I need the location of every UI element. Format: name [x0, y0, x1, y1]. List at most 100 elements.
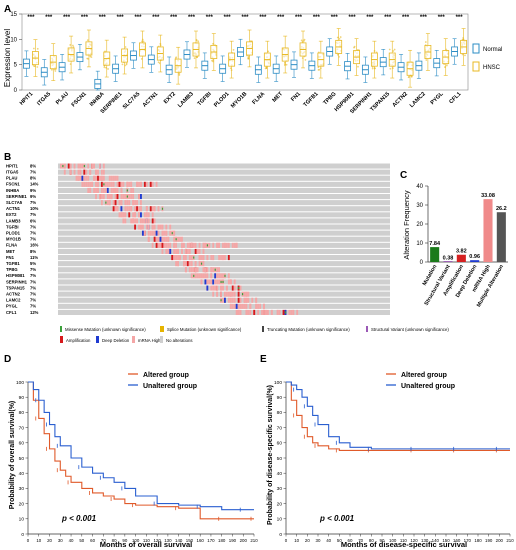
panel-b-alteration-cell [114, 206, 117, 212]
panel-b-gene-label: LAMC2 [6, 298, 21, 303]
panel-b-alteration-cell [122, 181, 125, 187]
panel-b-alteration-cell [198, 242, 201, 248]
panel-b-alteration-cell [147, 230, 150, 236]
panel-b-gene-percent: 7% [30, 200, 36, 205]
panel-b-alteration-cell [140, 224, 142, 230]
panel-b-row-background [58, 187, 390, 193]
panel-b-alteration-cell [108, 200, 111, 206]
panel-b-alteration-cell [124, 200, 127, 206]
panel-b-row-background [58, 303, 390, 309]
panel-b-gene-percent: 8% [30, 163, 36, 168]
panel-a-jitter-point [34, 65, 37, 67]
panel-b-alteration-cell [165, 242, 168, 248]
panel-a-jitter-point [410, 75, 413, 78]
panel-b-alteration-cell [224, 297, 226, 303]
km-x-tick-label: 200 [496, 538, 504, 543]
panel-b-alteration-cell [153, 230, 156, 236]
panel-b-alteration-cell [224, 255, 226, 261]
panel-b-alteration-cell [79, 169, 82, 175]
panel-b-alteration-cell [204, 267, 207, 273]
panel-b-alteration-cell [282, 309, 285, 315]
panel-b-mutation-mark [105, 201, 107, 204]
panel-e-p-value: p < 0.001 [319, 514, 355, 523]
panel-b-alteration-cell [184, 255, 187, 261]
km-y-tick-label: 10 [19, 517, 25, 523]
panel-b-gene-percent: 7% [30, 279, 36, 284]
panel-a-significance-label: *** [331, 15, 339, 21]
panel-b-alteration-cell [231, 285, 234, 291]
panel-b-alteration-cell [81, 181, 84, 187]
panel-b-mutation-mark [175, 238, 177, 241]
panel-b-alteration-cell [100, 175, 103, 181]
panel-a-jitter-point [445, 48, 447, 51]
panel-b-alteration-cell [233, 242, 236, 248]
panel-b-alteration-cell [243, 291, 246, 297]
panel-b-gene-label: SLC7A5 [6, 200, 23, 205]
panel-c-label: C [400, 170, 407, 181]
panel-a-y-tick-label: 5 [14, 63, 18, 69]
panel-b-alteration-cell [276, 309, 279, 315]
panel-b-gene-percent: 6% [30, 218, 36, 223]
panel-b-alteration-cell [212, 291, 215, 297]
legend-normal-swatch [472, 43, 480, 54]
km-x-tick-label: 30 [58, 538, 63, 543]
panel-b-alteration-cell [89, 169, 92, 175]
panel-b-alteration-cell [83, 175, 86, 181]
panel-b-alteration-cell [239, 309, 242, 315]
panel-b-alteration-cell [87, 181, 90, 187]
panel-b-alteration-cell [140, 194, 142, 200]
panel-a-significance-label: *** [152, 15, 160, 21]
panel-b-alteration-cell [188, 261, 191, 267]
km-y-tick-label: 100 [16, 380, 24, 386]
km-x-tick-label: 90 [122, 538, 127, 543]
panel-b-alteration-cell [100, 169, 103, 175]
panel-b-alteration-cell [59, 163, 62, 169]
panel-a-x-tick-label: FLNA [251, 91, 266, 106]
panel-b-mutation-mark [200, 262, 203, 265]
panel-b-alteration-cell [151, 230, 154, 236]
panel-a-significance-label: *** [117, 15, 125, 21]
panel-b-alteration-cell [83, 181, 86, 187]
panel-b-alteration-cell [222, 273, 224, 279]
panel-b-alteration-cell [110, 187, 113, 193]
legend-missense-label: Missense Mutation (unknown significance) [65, 327, 146, 332]
panel-b-alteration-cell [161, 230, 164, 236]
panel-c-bar-value-label: 26.2 [496, 206, 507, 212]
panel-b-gene-percent: 10% [30, 206, 39, 211]
km-x-tick-label: 50 [79, 538, 84, 543]
panel-b-alteration-cell [247, 309, 250, 315]
panel-b-alteration-cell [173, 230, 176, 236]
panel-b-alteration-cell [188, 248, 191, 254]
panel-b-mutation-mark [126, 189, 128, 192]
panel-b-alteration-cell [218, 255, 220, 261]
panel-a-jitter-point [353, 45, 356, 48]
km-x-tick-label: 50 [337, 538, 342, 543]
panel-b-alteration-cell [141, 218, 144, 224]
panel-b-alteration-cell [77, 169, 80, 175]
panel-b-gene-label: HPIT1 [6, 163, 19, 168]
panel-a-x-tick-label: TGFB1 [303, 91, 320, 108]
panel-b-alteration-cell [87, 187, 90, 193]
panel-e-y-axis-label: Probability of disease-specific survival… [267, 385, 274, 525]
panel-b-alteration-cell [188, 255, 191, 261]
panel-b-alteration-cell [112, 200, 115, 206]
panel-b-alteration-cell [202, 267, 205, 273]
panel-a-jitter-point [336, 36, 339, 39]
panel-b-alteration-cell [222, 242, 224, 248]
km-unaltered-curve [286, 381, 510, 450]
panel-b-alteration-cell [231, 291, 234, 297]
panel-b-alteration-cell [243, 303, 246, 309]
panel-b-alteration-cell [253, 309, 256, 315]
panel-b-gene-percent: 7% [30, 231, 36, 236]
panel-a-jitter-point [72, 46, 75, 48]
panel-b-alteration-cell [161, 236, 164, 242]
panel-b-alteration-cell [87, 163, 90, 169]
panel-b-alteration-cell [85, 181, 88, 187]
panel-b-alteration-cell [190, 242, 193, 248]
panel-b-alteration-cell [124, 206, 127, 212]
panel-b-alteration-cell [194, 261, 197, 267]
panel-c-y-tick-label: 20 [416, 222, 423, 228]
panel-b-alteration-cell [214, 279, 217, 285]
panel-b-alteration-cell [220, 255, 222, 261]
panel-b-gene-percent: 16% [30, 243, 39, 248]
